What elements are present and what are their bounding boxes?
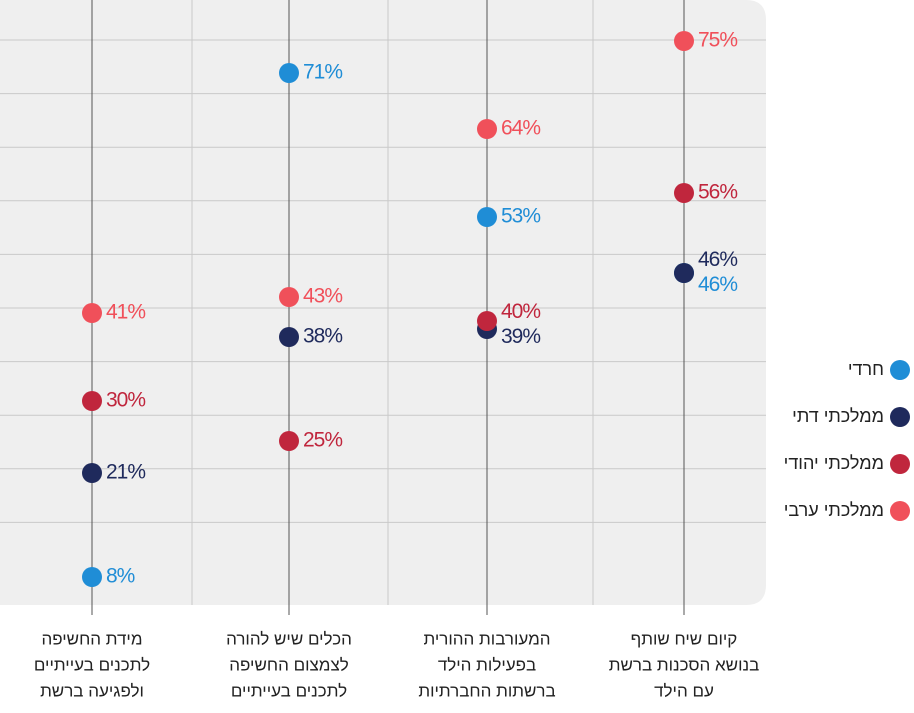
legend-label: ממלכתי יהודי bbox=[784, 453, 884, 473]
legend-label: חרדי bbox=[848, 359, 884, 379]
category-label: עם הילד bbox=[654, 681, 714, 700]
dot bbox=[477, 207, 497, 227]
dot bbox=[82, 303, 102, 323]
value-label: 40% bbox=[501, 300, 540, 323]
category-label: מידת החשיפה bbox=[41, 629, 142, 648]
value-label: 30% bbox=[106, 389, 145, 412]
category-label: בנושא הסכנות ברשת bbox=[609, 655, 760, 674]
dot bbox=[477, 311, 497, 331]
legend-marker bbox=[890, 407, 910, 427]
dot bbox=[674, 183, 694, 203]
legend-label: ממלכתי ערבי bbox=[784, 500, 884, 520]
dot bbox=[674, 263, 694, 283]
value-label: 41% bbox=[106, 301, 145, 324]
category-label: לתכנים בעייתיים bbox=[231, 681, 347, 700]
dot bbox=[674, 31, 694, 51]
category-label: קיום שיח שותף bbox=[631, 629, 738, 648]
legend-marker bbox=[890, 454, 910, 474]
category-label: המעורבות ההורית bbox=[423, 629, 550, 648]
category-label: הכלים שיש להורה bbox=[226, 629, 352, 648]
value-label: 64% bbox=[501, 117, 540, 140]
value-label: 21% bbox=[106, 461, 145, 484]
value-label: 71% bbox=[303, 61, 342, 84]
value-label: 8% bbox=[106, 565, 135, 588]
legend-marker bbox=[890, 501, 910, 521]
value-label: 56% bbox=[698, 181, 737, 204]
value-label: 75% bbox=[698, 29, 737, 52]
category-label: לצמצום החשיפה bbox=[229, 655, 348, 674]
dot bbox=[82, 567, 102, 587]
value-label: 39% bbox=[501, 325, 540, 348]
dot bbox=[279, 63, 299, 83]
legend-label: ממלכתי דתי bbox=[792, 406, 884, 426]
value-label: 46% bbox=[698, 248, 737, 271]
dot bbox=[82, 463, 102, 483]
value-label: 53% bbox=[501, 205, 540, 228]
category-label: ברשתות החברתיות bbox=[418, 681, 555, 700]
category-label: לתכנים בעייתיים bbox=[34, 655, 150, 674]
category-label: בפעילות הילד bbox=[438, 655, 536, 674]
dot bbox=[279, 431, 299, 451]
dot bbox=[279, 327, 299, 347]
value-label: 46% bbox=[698, 273, 737, 296]
legend-marker bbox=[890, 360, 910, 380]
dot bbox=[279, 287, 299, 307]
dot bbox=[82, 391, 102, 411]
value-label: 43% bbox=[303, 285, 342, 308]
dot bbox=[477, 119, 497, 139]
category-label: ולפגיעה ברשת bbox=[40, 681, 144, 700]
value-label: 38% bbox=[303, 325, 342, 348]
value-label: 25% bbox=[303, 429, 342, 452]
